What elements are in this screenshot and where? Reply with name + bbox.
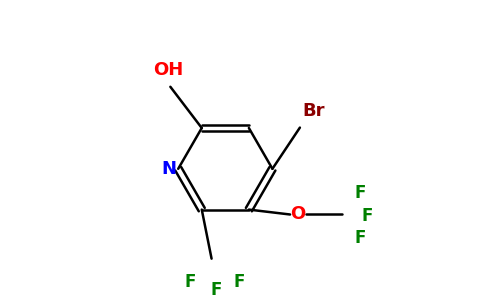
- Text: Br: Br: [302, 102, 325, 120]
- Text: F: F: [354, 184, 365, 202]
- Text: F: F: [184, 273, 196, 291]
- Text: O: O: [290, 206, 305, 224]
- Text: F: F: [354, 229, 365, 247]
- Text: N: N: [161, 160, 176, 178]
- Text: OH: OH: [153, 61, 183, 79]
- Text: F: F: [211, 281, 222, 299]
- Text: F: F: [233, 273, 245, 291]
- Text: F: F: [362, 208, 373, 226]
